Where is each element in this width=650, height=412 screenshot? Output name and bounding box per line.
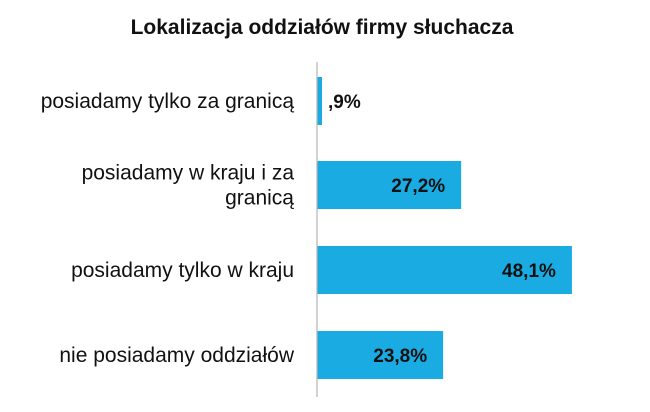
bars-group: posiadamy tylko za granicą ,9% posiadamy w…: [41, 77, 572, 379]
bar: [317, 246, 572, 294]
category-label: granicą: [225, 187, 294, 210]
chart-title: Lokalizacja oddziałów firmy słuchacza: [131, 16, 514, 39]
data-label: ,9%: [328, 92, 361, 113]
bar: [317, 331, 444, 379]
bar: [317, 161, 462, 209]
data-label: 23,8%: [373, 346, 427, 367]
bar: [317, 77, 322, 125]
data-label: 48,1%: [502, 261, 556, 282]
data-label: 27,2%: [391, 176, 445, 197]
category-label: posiadamy w kraju i za: [82, 162, 295, 185]
category-label: nie posiadamy oddziałów: [59, 344, 294, 367]
category-label: posiadamy tylko w kraju: [71, 259, 294, 282]
category-label: posiadamy tylko za granicą: [41, 90, 295, 113]
